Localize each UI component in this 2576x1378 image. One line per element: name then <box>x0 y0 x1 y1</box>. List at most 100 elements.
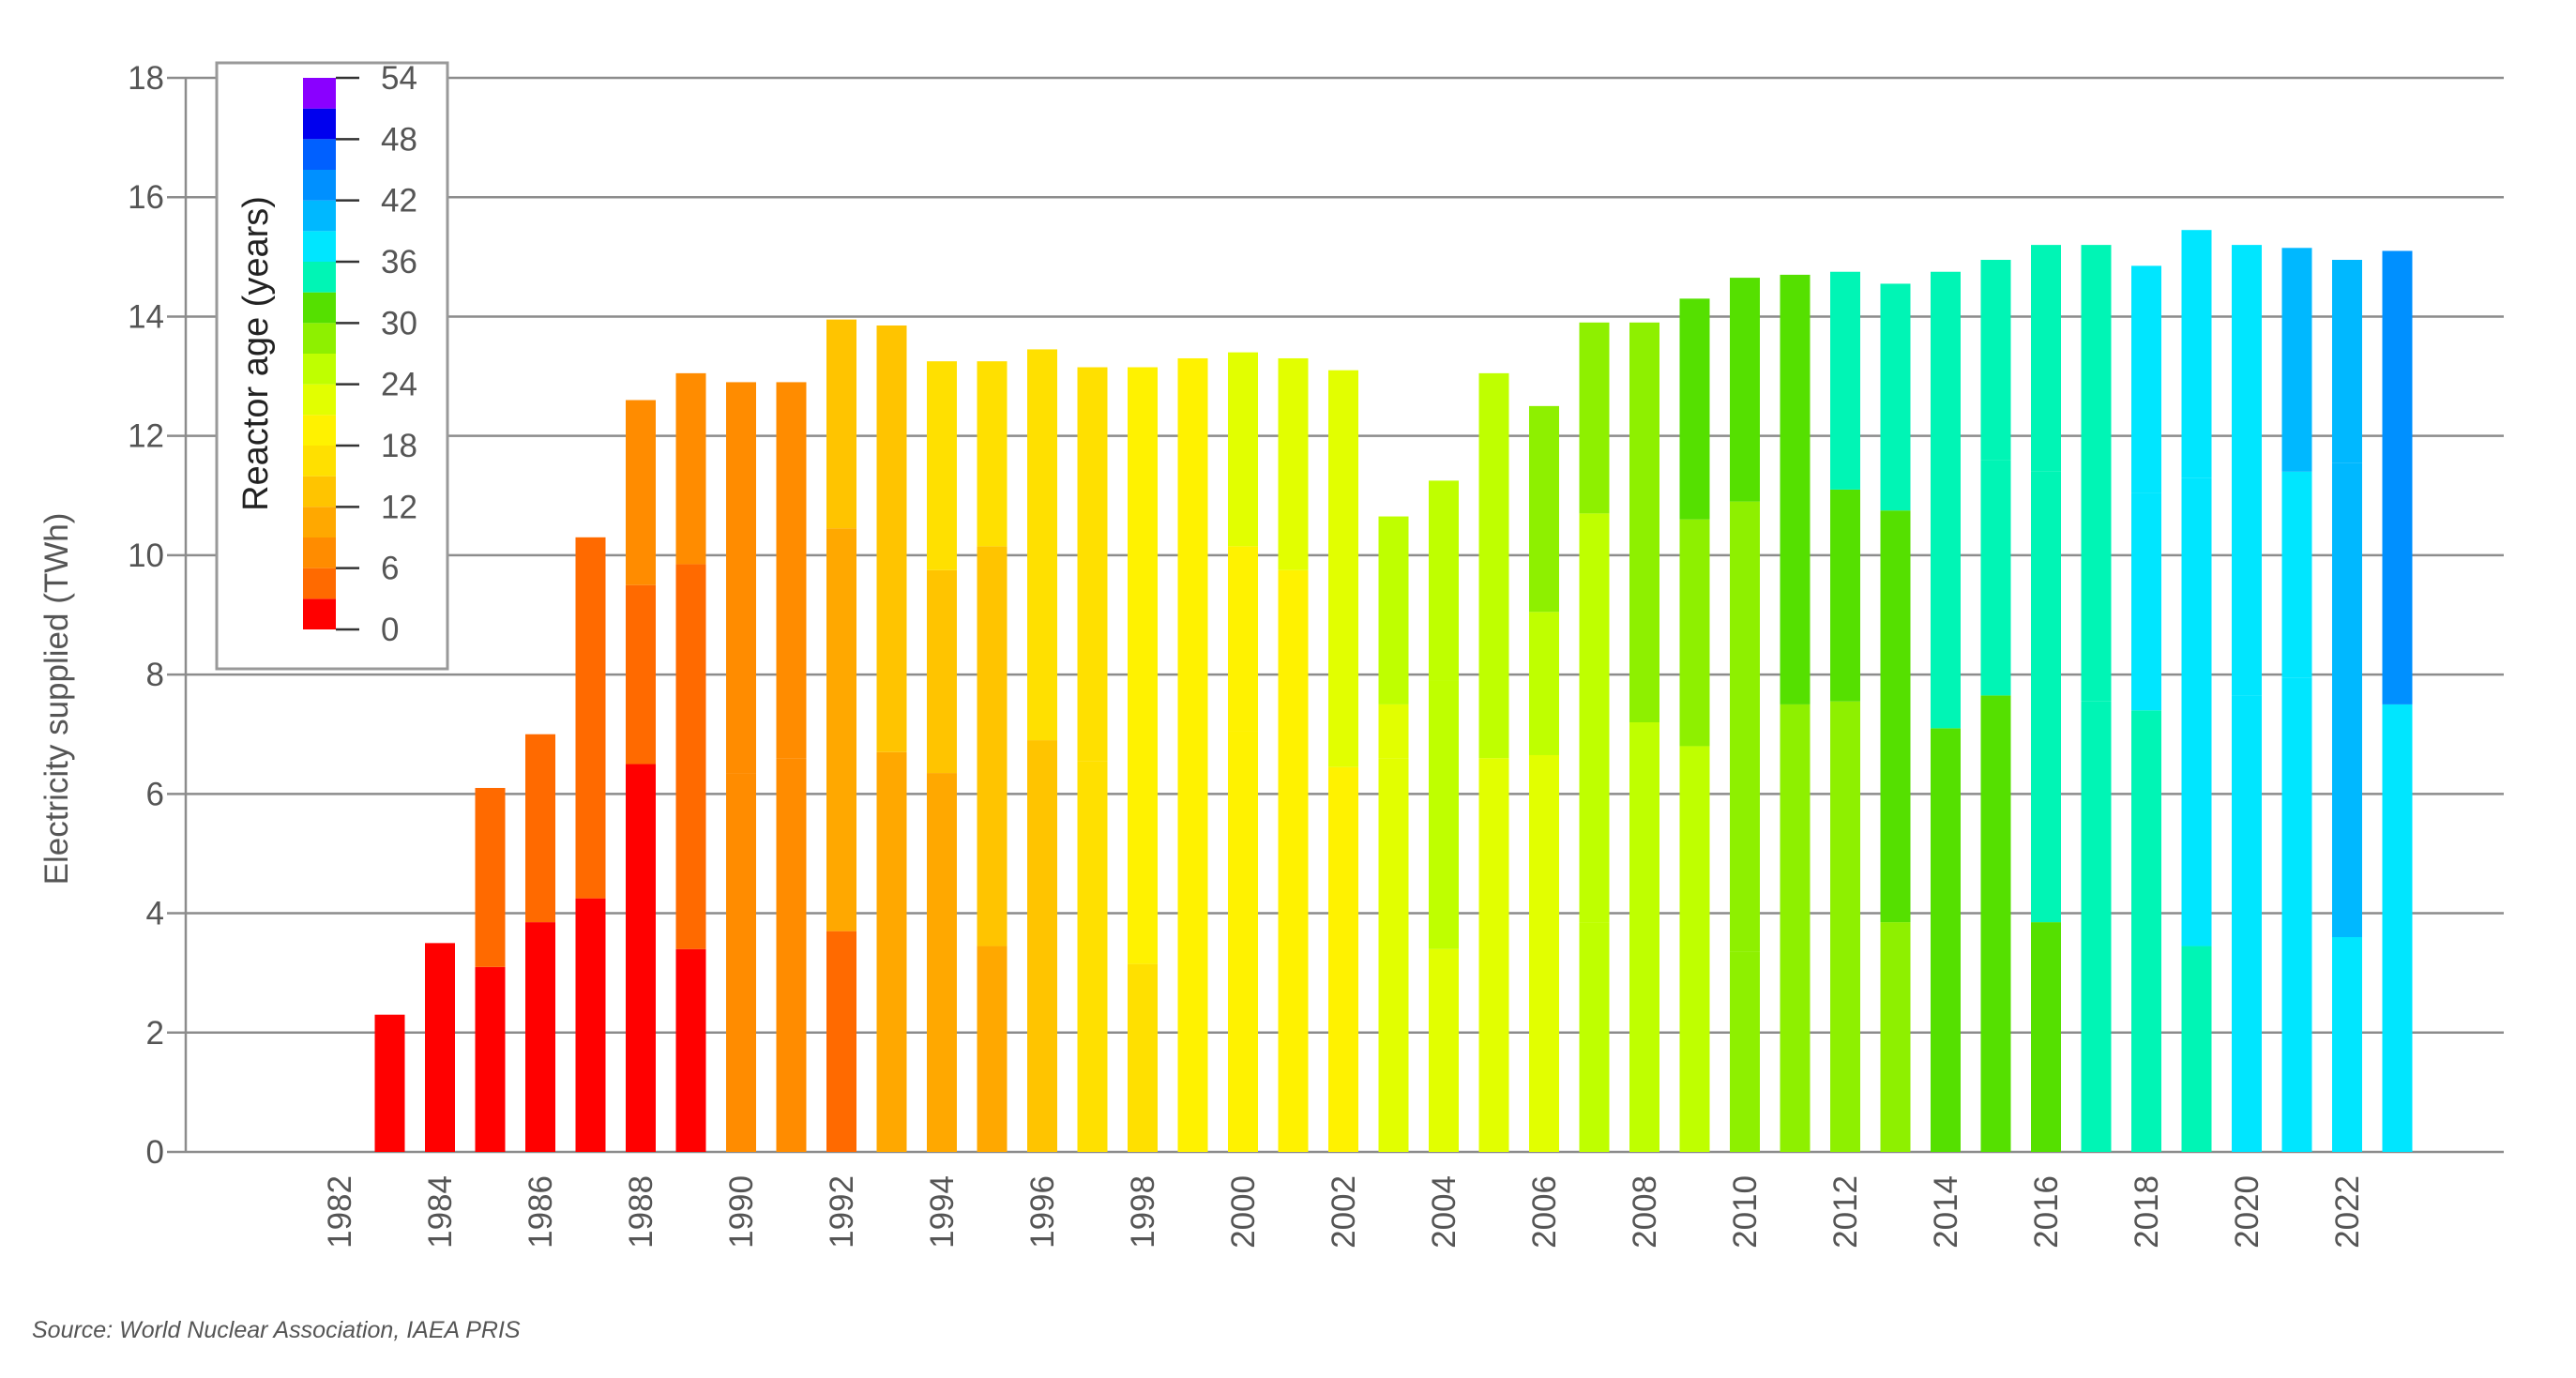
bar-segment <box>675 372 706 565</box>
bar-segment <box>1880 510 1911 923</box>
bar-segment <box>1880 283 1911 511</box>
bar-segment <box>2332 937 2362 1152</box>
bar-segment <box>1278 569 1309 1152</box>
source: Source: World Nuclear Association, IAEA … <box>32 1317 521 1343</box>
bar-segment <box>2382 704 2413 1152</box>
bar-segment <box>776 382 807 759</box>
bar-segment <box>2181 230 2212 478</box>
bar-segment <box>1629 722 1659 1152</box>
y-tick-label: 14 <box>128 298 164 335</box>
bar-segment <box>2281 677 2312 1152</box>
x-tick-label: 2018 <box>2129 1175 2165 1249</box>
bar-segment <box>2332 260 2362 463</box>
bar-segment <box>1378 516 1409 704</box>
bar-segment <box>1128 367 1158 964</box>
x-tick-label: 1996 <box>1024 1175 1061 1249</box>
bar-segment <box>1830 489 1860 702</box>
bar-segment <box>977 946 1008 1152</box>
y-tick-label: 18 <box>128 60 164 97</box>
bar-segment <box>626 584 656 765</box>
y-tick-label: 8 <box>146 657 164 693</box>
colorbar-tick-label: 6 <box>381 551 399 587</box>
bar-segment <box>1228 546 1258 732</box>
bar-segment <box>876 751 907 1152</box>
bar-segment <box>1730 951 1760 1152</box>
colorbar-swatch <box>303 568 336 599</box>
colorbar-label: Reactor age (years) <box>236 196 276 511</box>
bar-segment <box>1679 519 1710 747</box>
bar-segment <box>675 948 706 1152</box>
colorbar-swatch <box>303 415 336 446</box>
x-tick-label: 2016 <box>2028 1175 2065 1249</box>
colorbar-tick-label: 0 <box>381 612 399 648</box>
bar-segment <box>1429 948 1459 1152</box>
bar-segment <box>2382 250 2413 704</box>
bar-segment <box>2131 492 2161 711</box>
bar-segment <box>1830 701 1860 1152</box>
bar-segment <box>1780 704 1811 1152</box>
bar-segment <box>575 537 606 899</box>
bar-segment <box>2281 248 2312 472</box>
bar-segment <box>2031 471 2061 923</box>
bar-segment <box>1931 271 1961 729</box>
bar-segment <box>1177 357 1208 1152</box>
bar-segment <box>1478 758 1509 1152</box>
bar-segment <box>1730 278 1760 502</box>
bar-segment <box>1027 740 1057 1152</box>
bar-segment <box>675 564 706 949</box>
x-tick-label: 1990 <box>723 1175 760 1249</box>
bar-segment <box>977 546 1008 946</box>
bar-segment <box>726 773 756 1152</box>
colorbar-swatch <box>303 598 336 629</box>
colorbar-tick-label: 36 <box>381 244 417 280</box>
bar-segment <box>1880 922 1911 1152</box>
bar-segment <box>1429 680 1459 949</box>
bar-segment <box>475 966 506 1152</box>
bar-segment <box>1629 322 1659 722</box>
colorbar-swatch <box>303 476 336 507</box>
bar-segment <box>927 361 957 570</box>
bar-segment <box>776 758 807 1152</box>
y-tick-label: 0 <box>146 1134 164 1171</box>
bar-segment <box>2181 477 2212 946</box>
bar-segment <box>1679 746 1710 1152</box>
bar-segment <box>1378 758 1409 1152</box>
colorbar-tick-label: 24 <box>381 367 417 403</box>
x-tick-label: 2002 <box>1326 1175 1362 1249</box>
x-tick-label: 1994 <box>924 1175 961 1249</box>
colorbar-swatch <box>303 446 336 477</box>
x-tick-label: 1982 <box>322 1175 358 1249</box>
bar-segment <box>475 787 506 967</box>
y-tick-label: 4 <box>146 896 164 932</box>
bar-segment <box>977 361 1008 547</box>
bar-segment <box>2332 462 2362 937</box>
bar-segment <box>626 400 656 585</box>
x-tick-label: 1998 <box>1125 1175 1161 1249</box>
x-tick-label: 2022 <box>2329 1175 2366 1249</box>
bar-segment <box>1579 322 1610 514</box>
bar-segment <box>525 922 555 1152</box>
bar-segment <box>1980 460 2011 696</box>
bar-segment <box>826 931 856 1152</box>
colorbar-swatch <box>303 78 336 109</box>
bar-segment <box>2031 245 2061 472</box>
bar-segment <box>1931 728 1961 1152</box>
x-tick-label: 2014 <box>1928 1175 1964 1249</box>
colorbar-tick-label: 30 <box>381 305 417 341</box>
bar-segment <box>2232 695 2262 1152</box>
colorbar-tick-label: 54 <box>381 60 417 97</box>
bar-segment <box>626 764 656 1152</box>
colorbar-swatch <box>303 354 336 385</box>
bar-segment <box>1228 352 1258 547</box>
bar-segment <box>876 325 907 752</box>
bar-segment <box>1328 766 1358 1152</box>
x-tick-label: 1988 <box>623 1175 659 1249</box>
colorbar-swatch <box>303 323 336 354</box>
bar-segment <box>1980 695 2011 1152</box>
colorbar-swatch <box>303 292 336 324</box>
x-tick-label: 2020 <box>2229 1175 2265 1249</box>
bar-segment <box>2281 471 2312 678</box>
bar-segment <box>2232 245 2262 696</box>
x-tick-label: 2000 <box>1225 1175 1262 1249</box>
